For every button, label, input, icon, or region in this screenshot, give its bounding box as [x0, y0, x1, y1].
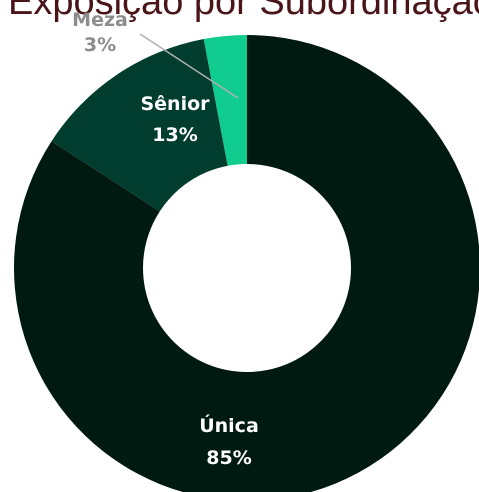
donut-hole	[143, 164, 351, 372]
slice-value-meza: 3%	[84, 34, 116, 56]
slice-label-unica: Única	[199, 413, 259, 437]
slice-label-meza: Meza	[72, 9, 128, 31]
slice-value-unica: 85%	[206, 447, 251, 469]
slice-unica	[14, 35, 479, 492]
slice-label-senior: Sênior	[140, 93, 210, 115]
slice-value-senior: 13%	[152, 124, 197, 146]
leader-line-meza	[139, 33, 239, 99]
chart-title: Exposição por Subordinação	[8, 0, 479, 23]
